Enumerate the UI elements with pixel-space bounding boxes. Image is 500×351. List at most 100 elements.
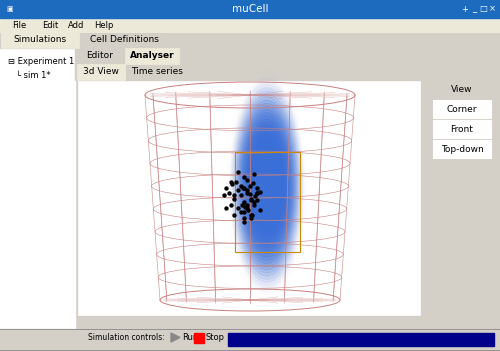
Point [243,190,251,196]
Point [250,171,258,177]
Point [234,187,242,193]
Ellipse shape [263,173,271,197]
Point [240,185,248,191]
Ellipse shape [242,113,292,257]
Point [251,193,259,199]
Text: ×: × [488,5,496,13]
Point [250,199,258,205]
Bar [75,48,500,64]
Bar [433,100,491,118]
Ellipse shape [254,147,280,223]
Point [253,185,261,191]
Ellipse shape [256,154,278,217]
Ellipse shape [262,172,272,198]
Point [222,205,230,211]
Point [230,196,238,202]
Ellipse shape [241,110,293,260]
Bar [80,33,168,48]
Point [249,180,257,186]
Point [256,207,264,213]
Text: └ sim 1*: └ sim 1* [16,72,50,80]
Point [238,202,246,208]
Text: Top-down: Top-down [440,145,484,153]
Text: File: File [12,20,26,29]
Bar [78,80,420,315]
Point [239,185,247,191]
Ellipse shape [250,135,284,235]
Point [244,207,252,213]
Point [250,202,258,208]
Ellipse shape [257,157,277,213]
Bar [127,65,187,80]
Bar [0,18,500,32]
Bar [433,140,491,158]
Text: Run: Run [182,333,198,343]
Bar [235,152,300,252]
Bar [77,64,125,80]
Ellipse shape [262,169,272,201]
Ellipse shape [234,87,300,283]
Ellipse shape [236,94,298,276]
Ellipse shape [253,144,281,226]
Ellipse shape [254,149,280,221]
Ellipse shape [248,132,286,238]
Ellipse shape [236,97,298,273]
Text: Add: Add [68,20,84,29]
Bar [433,120,491,138]
Bar [228,333,494,346]
Point [230,212,238,218]
Point [225,190,233,196]
Ellipse shape [243,116,291,254]
Ellipse shape [258,161,276,209]
Point [222,185,230,191]
Bar [428,80,496,200]
Text: Edit: Edit [42,20,58,29]
Point [234,205,242,211]
Ellipse shape [265,179,269,191]
Point [240,215,248,221]
Text: Simulations: Simulations [14,35,66,45]
Ellipse shape [248,128,286,241]
Text: Front: Front [450,125,473,133]
Point [243,202,251,208]
Text: ⊟ Experiment 1: ⊟ Experiment 1 [8,58,74,66]
Text: Cell Definitions: Cell Definitions [90,35,158,45]
Bar [75,48,500,329]
Point [247,197,255,203]
Text: 3d View: 3d View [83,67,119,77]
Point [248,212,256,218]
Ellipse shape [244,119,290,251]
Ellipse shape [240,106,294,264]
Ellipse shape [238,100,296,270]
Point [247,212,255,218]
Polygon shape [171,333,180,342]
Point [247,196,255,202]
Text: Stop: Stop [206,333,225,343]
Ellipse shape [266,182,268,188]
Ellipse shape [252,141,282,229]
Ellipse shape [256,155,278,215]
Point [246,191,254,197]
Text: +: + [462,5,468,13]
Ellipse shape [260,166,274,204]
Ellipse shape [236,94,298,276]
Point [247,215,255,221]
Point [243,205,251,211]
Point [240,209,248,215]
Point [240,219,248,225]
Text: Corner: Corner [447,105,477,113]
Ellipse shape [252,143,282,227]
Point [237,183,245,189]
Bar [125,48,179,64]
Point [240,199,248,205]
Point [237,192,245,198]
Bar [0,329,500,351]
Ellipse shape [238,100,296,270]
Text: muCell: muCell [232,4,268,14]
Point [253,190,261,196]
Point [253,197,261,203]
Bar [0,48,75,329]
Ellipse shape [239,103,295,267]
Point [243,187,251,193]
Text: Analyser: Analyser [130,52,174,60]
